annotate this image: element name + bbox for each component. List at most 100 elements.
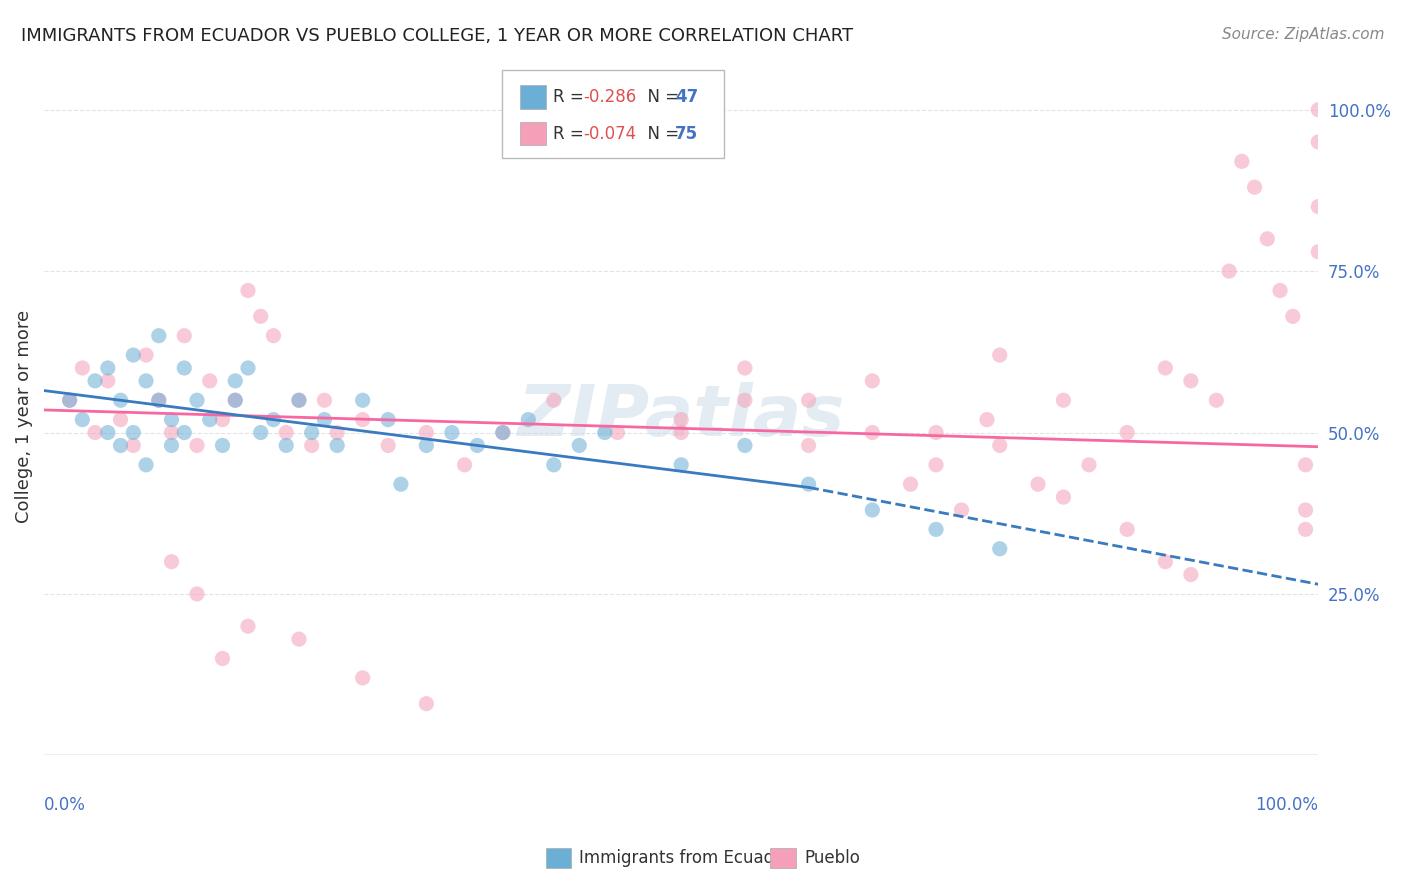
Point [326, 425, 349, 440]
Point [58, 393, 80, 408]
Point [224, 393, 246, 408]
Point [198, 412, 221, 426]
Point [148, 328, 170, 343]
Point [377, 412, 399, 426]
Point [1180, 567, 1202, 582]
Point [1205, 393, 1227, 408]
Point [925, 425, 948, 440]
Point [224, 393, 246, 408]
Point [262, 328, 284, 343]
Point [1268, 284, 1291, 298]
Point [249, 310, 271, 324]
Point [669, 425, 692, 440]
Point [1295, 458, 1317, 472]
Point [1308, 135, 1330, 149]
Point [97, 361, 120, 376]
Point [84, 374, 107, 388]
Point [276, 425, 298, 440]
Point [1295, 522, 1317, 536]
Point [950, 503, 973, 517]
Point [122, 425, 145, 440]
Point [734, 361, 756, 376]
Point [593, 425, 616, 440]
Point [1154, 555, 1177, 569]
Text: 47: 47 [675, 88, 699, 106]
Point [734, 393, 756, 408]
Point [1052, 490, 1074, 504]
Point [288, 632, 311, 647]
Point [352, 412, 374, 426]
Point [543, 393, 565, 408]
Text: R =: R = [553, 125, 589, 143]
Point [415, 697, 437, 711]
Point [1180, 374, 1202, 388]
Point [301, 438, 323, 452]
Point [988, 348, 1011, 362]
Point [84, 425, 107, 440]
Point [262, 412, 284, 426]
Point [110, 393, 132, 408]
Point [72, 412, 94, 426]
Point [58, 393, 80, 408]
Point [377, 438, 399, 452]
Text: R =: R = [553, 88, 589, 106]
Point [1116, 522, 1139, 536]
Point [415, 438, 437, 452]
Point [1052, 393, 1074, 408]
Point [1077, 458, 1099, 472]
Point [160, 438, 183, 452]
Point [1281, 310, 1303, 324]
Point [976, 412, 998, 426]
Point [543, 458, 565, 472]
Point [72, 361, 94, 376]
Point [288, 393, 311, 408]
Point [492, 425, 515, 440]
Point [148, 393, 170, 408]
Point [211, 651, 233, 665]
Point [1308, 244, 1330, 259]
Point [122, 348, 145, 362]
Point [288, 393, 311, 408]
Point [135, 348, 157, 362]
Text: -0.286: -0.286 [583, 88, 637, 106]
Point [492, 425, 515, 440]
Point [276, 438, 298, 452]
Point [110, 438, 132, 452]
Point [135, 374, 157, 388]
Point [517, 412, 540, 426]
Point [301, 425, 323, 440]
Point [568, 438, 591, 452]
Point [314, 393, 336, 408]
Point [135, 458, 157, 472]
Text: Immigrants from Ecuador: Immigrants from Ecuador [579, 849, 792, 867]
Point [352, 671, 374, 685]
Text: N =: N = [637, 125, 685, 143]
Point [925, 458, 948, 472]
Text: Source: ZipAtlas.com: Source: ZipAtlas.com [1222, 27, 1385, 42]
Point [236, 284, 259, 298]
Text: IMMIGRANTS FROM ECUADOR VS PUEBLO COLLEGE, 1 YEAR OR MORE CORRELATION CHART: IMMIGRANTS FROM ECUADOR VS PUEBLO COLLEG… [21, 27, 853, 45]
Point [1308, 103, 1330, 117]
Point [1026, 477, 1049, 491]
Point [173, 328, 195, 343]
Point [389, 477, 412, 491]
Point [236, 619, 259, 633]
Point [988, 438, 1011, 452]
Point [173, 361, 195, 376]
Point [160, 425, 183, 440]
Point [97, 425, 120, 440]
Point [249, 425, 271, 440]
Point [1218, 264, 1240, 278]
Point [1295, 503, 1317, 517]
Point [860, 374, 883, 388]
Text: 0.0%: 0.0% [44, 796, 86, 814]
Point [211, 412, 233, 426]
Point [1116, 425, 1139, 440]
Point [606, 425, 628, 440]
Point [198, 374, 221, 388]
Point [1230, 154, 1253, 169]
Point [314, 412, 336, 426]
Point [148, 393, 170, 408]
Point [186, 438, 208, 452]
Point [797, 438, 820, 452]
